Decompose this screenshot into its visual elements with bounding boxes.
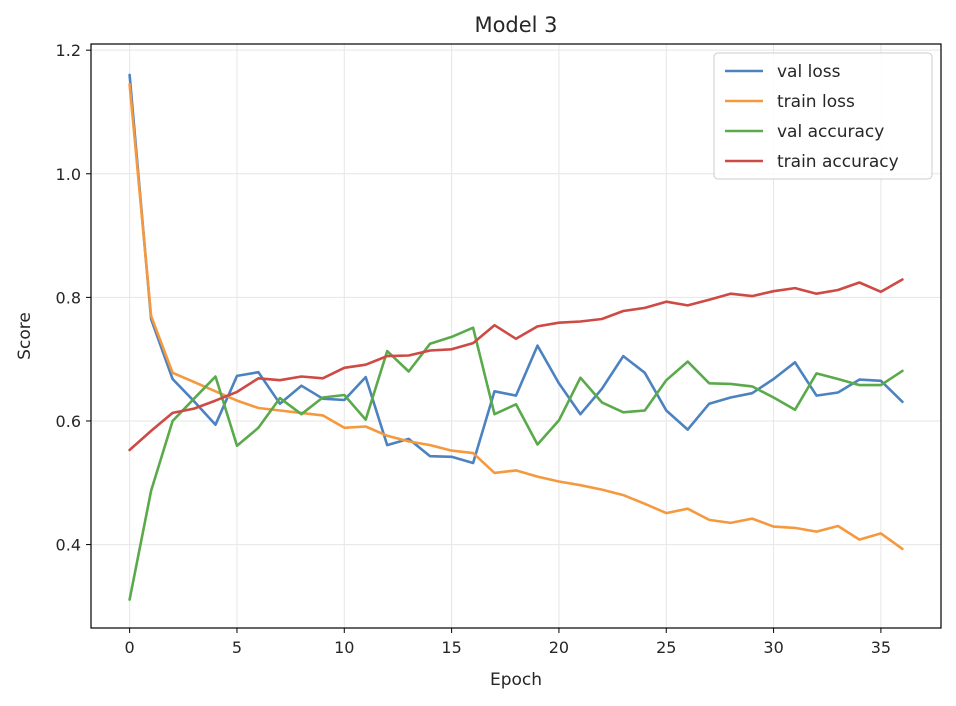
plot-frame: [90, 43, 942, 629]
chart-title: Model 3: [474, 13, 557, 37]
legend-label-val-accuracy: val accuracy: [777, 122, 884, 142]
x-tick-label: 0: [125, 638, 135, 657]
y-tick-label: 1.0: [56, 165, 81, 184]
y-tick-label: 1.2: [56, 41, 81, 60]
legend-label-train-loss: train loss: [777, 92, 855, 112]
series-lines: [128, 73, 904, 601]
x-tick-label: 20: [549, 638, 569, 657]
series-line-val-loss: [128, 73, 904, 465]
x-tick-label: 25: [656, 638, 676, 657]
series-line-train-accuracy: [128, 278, 904, 452]
y-tick-label: 0.4: [56, 536, 81, 555]
x-tick-label: 35: [871, 638, 891, 657]
x-axis: 0 5 10 15 20 25 30 35: [125, 628, 891, 657]
legend: val loss train loss val accuracy train accu…: [713, 52, 933, 180]
x-axis-title: Epoch: [490, 670, 542, 690]
legend-label-val-loss: val loss: [777, 62, 841, 82]
grid: [91, 44, 941, 628]
series-line-val-accuracy: [128, 326, 904, 601]
x-tick-label: 5: [232, 638, 242, 657]
legend-label-train-accuracy: train accuracy: [777, 152, 899, 172]
x-tick-label: 10: [334, 638, 354, 657]
x-tick-label: 30: [763, 638, 783, 657]
legend-box: [713, 52, 933, 180]
y-tick-label: 0.6: [56, 412, 81, 431]
series-line-train-loss: [128, 82, 904, 551]
x-tick-label: 15: [441, 638, 461, 657]
y-axis: 0.4 0.6 0.8 1.0 1.2: [56, 41, 91, 555]
y-tick-label: 0.8: [56, 288, 81, 307]
y-axis-title: Score: [15, 312, 35, 360]
